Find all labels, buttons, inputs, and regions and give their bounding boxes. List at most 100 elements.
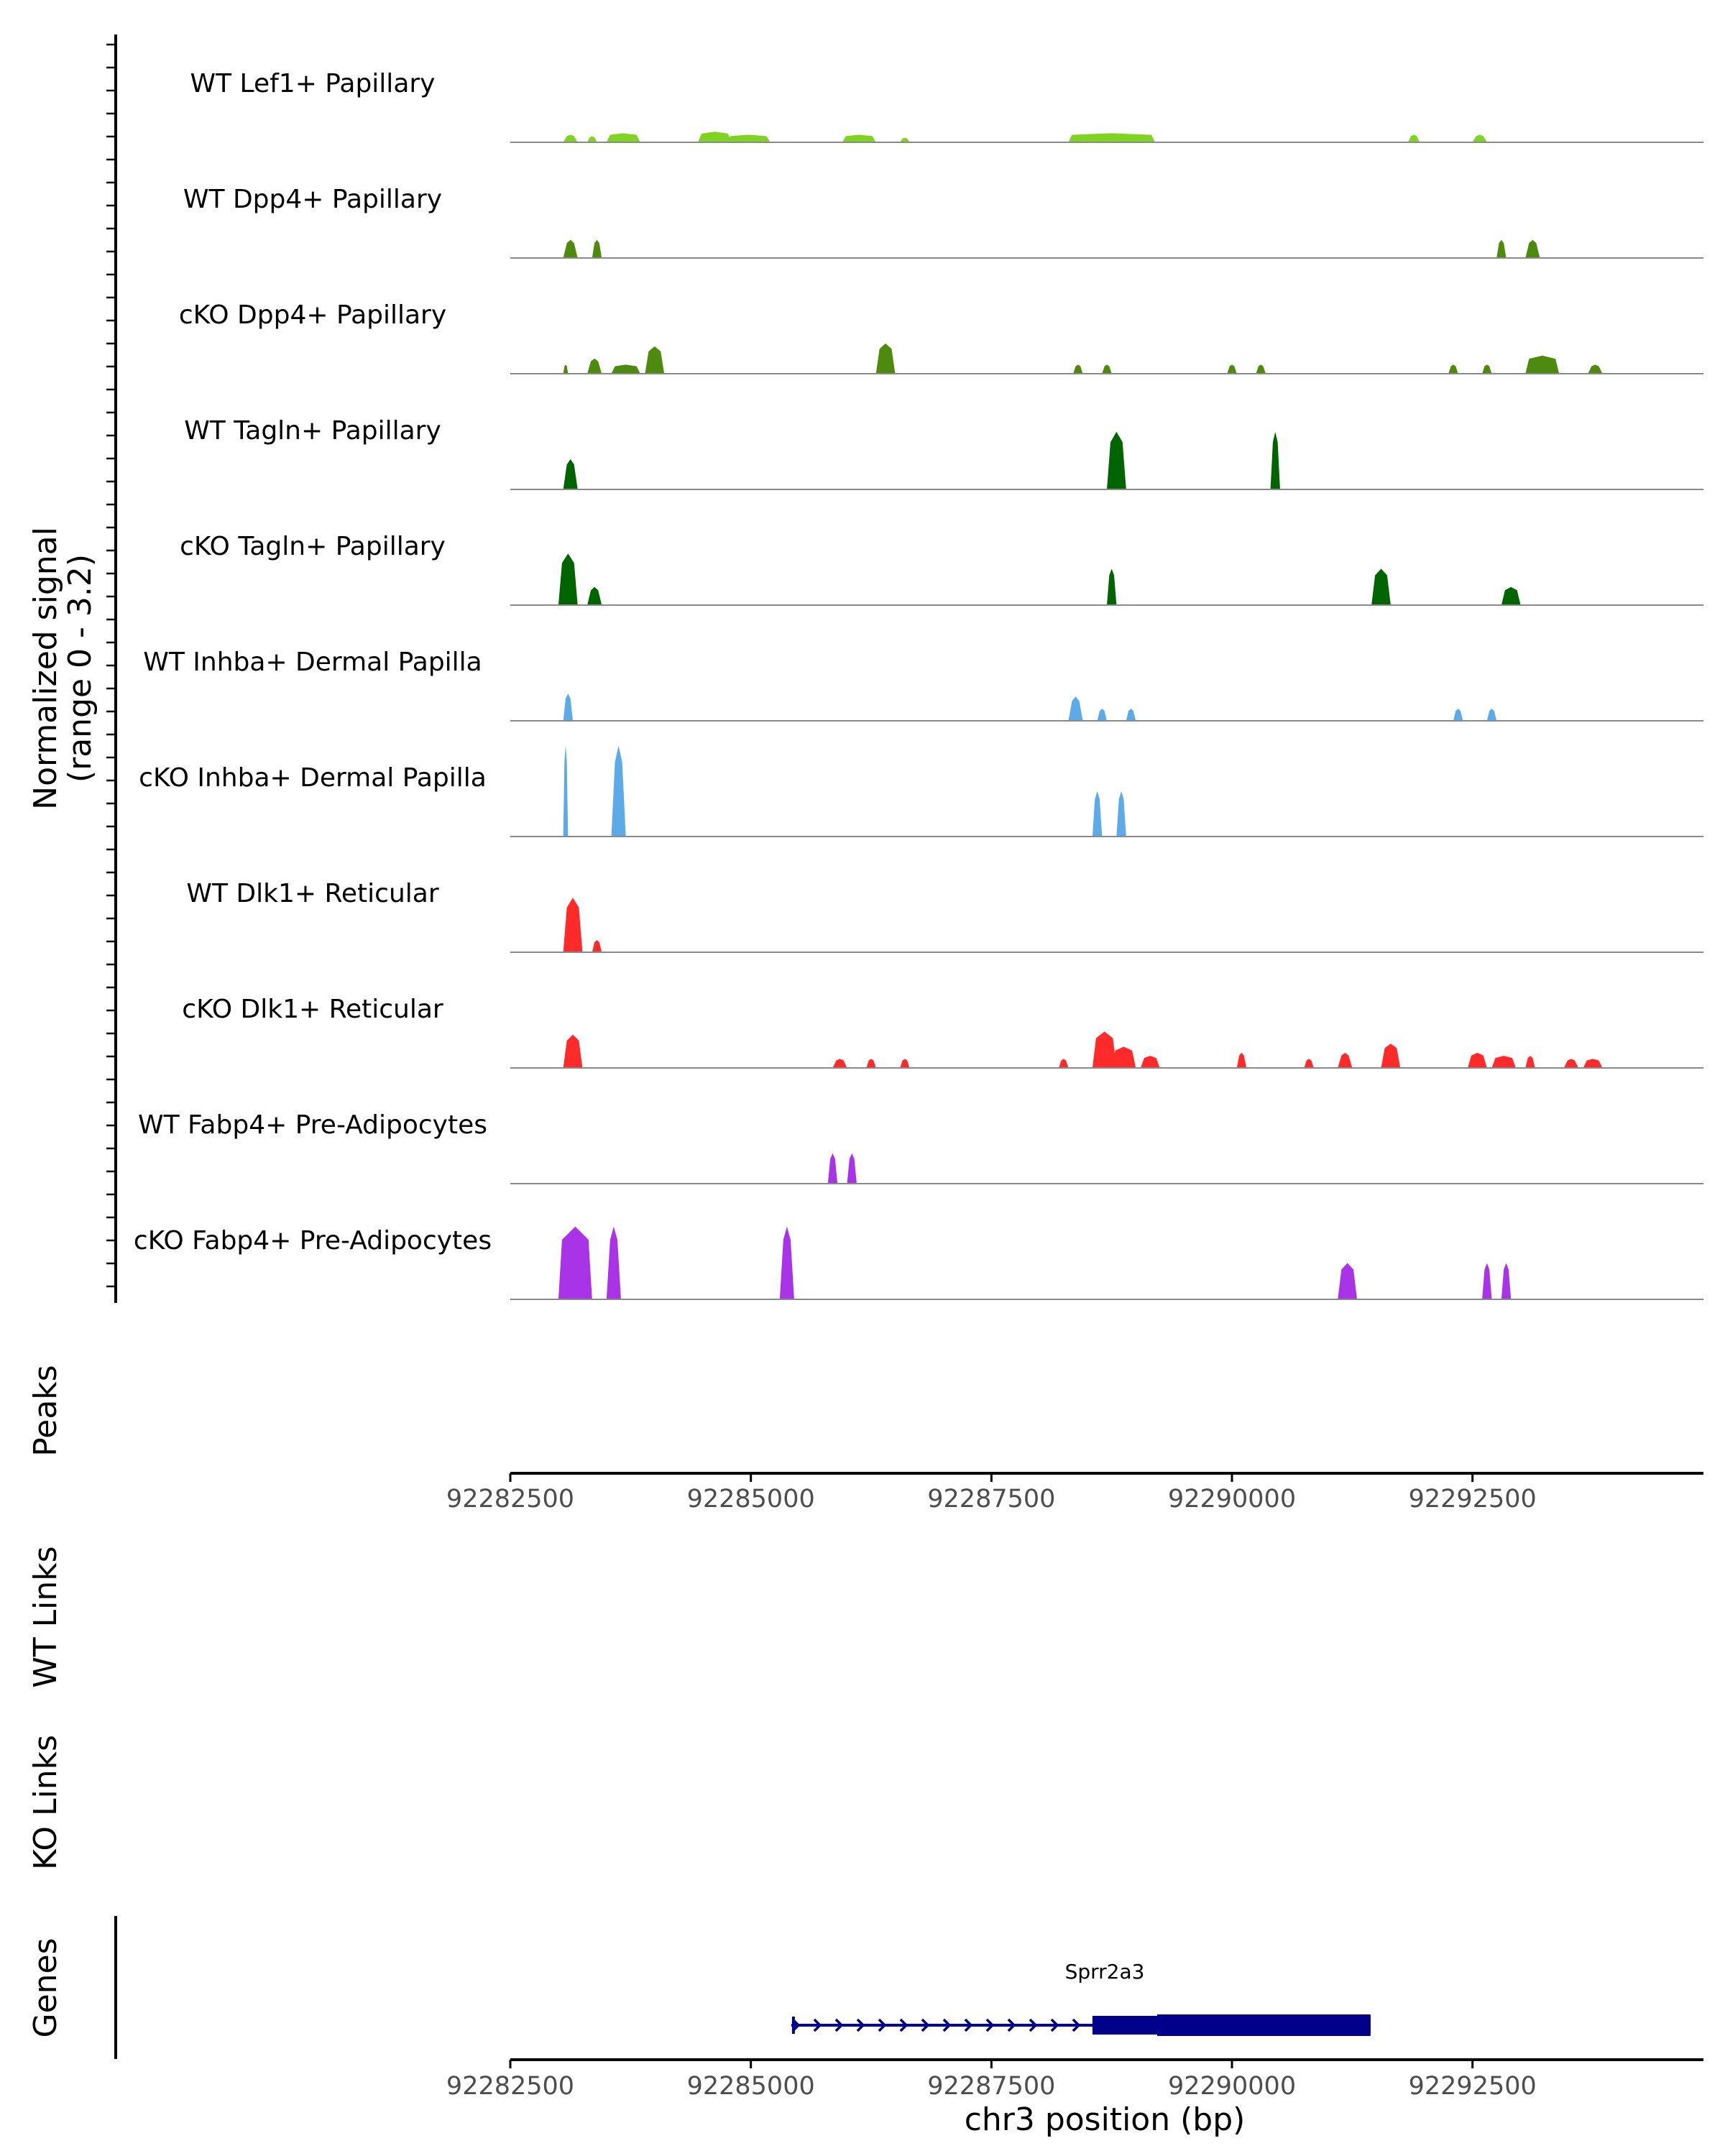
strand-arrow-icon — [921, 2018, 930, 2032]
signal-peak — [611, 745, 626, 837]
signal-peak — [1482, 364, 1492, 374]
track-label: cKO Tagln+ Papillary — [180, 532, 446, 561]
signal-peak — [563, 1034, 583, 1068]
x-axis-title: chr3 position (bp) — [965, 2101, 1246, 2138]
signal-peak — [1092, 791, 1103, 837]
track-label: cKO Fabp4+ Pre-Adipocytes — [134, 1226, 492, 1256]
track-7: cKO Inhba+ Dermal Papilla — [139, 745, 1703, 837]
signal-peak — [1486, 709, 1497, 721]
strand-arrow-icon — [964, 2018, 973, 2032]
signal-peak — [1491, 1056, 1516, 1068]
signal-peak — [1102, 364, 1112, 374]
strand-arrow-icon — [1072, 2018, 1081, 2032]
signal-peak — [1381, 1044, 1401, 1068]
genes-panel: Genes Sprr2a3 92282500 92285000 92287500 92… — [27, 1916, 1703, 2138]
track-8: WT Dlk1+ Reticular — [186, 879, 1703, 953]
coverage-y-ticks — [106, 43, 116, 1288]
signal-peak — [1270, 431, 1280, 489]
strand-arrow-icon — [1029, 2018, 1038, 2032]
track-5: cKO Tagln+ Papillary — [180, 532, 1703, 606]
signal-peak — [698, 132, 732, 142]
genes-label: Genes — [27, 1938, 64, 2037]
signal-peak — [563, 898, 583, 952]
strand-arrow-icon — [985, 2018, 995, 2032]
signal-peak — [558, 553, 578, 605]
signal-peak — [866, 1059, 876, 1068]
signal-peak — [563, 134, 578, 142]
signal-peak — [1525, 239, 1540, 258]
strand-arrow-icon — [791, 2018, 801, 2032]
signal-peak — [1371, 568, 1391, 605]
strand-arrow-icon — [856, 2018, 865, 2032]
track-label: cKO Inhba+ Dermal Papilla — [139, 763, 487, 793]
track-label: WT Dlk1+ Reticular — [186, 879, 438, 908]
strand-arrow-icon — [878, 2018, 887, 2032]
signal-peak — [1236, 1052, 1247, 1068]
signal-peak — [1097, 709, 1107, 721]
signal-peak — [1338, 1263, 1358, 1299]
strand-arrow-icon — [1007, 2018, 1016, 2032]
signal-peak — [1583, 1059, 1603, 1068]
signal-peak — [1525, 355, 1560, 374]
track-4: WT Tagln+ Papillary — [184, 416, 1703, 490]
signal-peak — [1588, 364, 1603, 374]
x-axis-ticks-bottom: 92282500 92285000 92287500 92290000 92292500 — [446, 2060, 1537, 2101]
signal-peak — [875, 343, 896, 374]
signal-peak — [1126, 709, 1136, 721]
signal-peak — [1525, 1056, 1535, 1068]
y-axis-title-line2: (range 0 - 3.2) — [62, 554, 98, 783]
signal-peak — [1304, 1059, 1314, 1068]
links-panels: WT Links KO Links — [27, 1546, 64, 1870]
signal-peak — [1496, 239, 1506, 258]
coverage-tracks: WT Lef1+ Papillary WT Dpp4+ Papillary cKO … — [134, 69, 1703, 1300]
signal-peak — [1501, 586, 1521, 605]
signal-peak — [587, 586, 602, 605]
x-tick-label: 92282500 — [446, 2072, 574, 2101]
track-1: WT Lef1+ Papillary — [190, 69, 1703, 143]
signal-peak — [1111, 1046, 1136, 1068]
peaks-label: Peaks — [27, 1365, 64, 1456]
strand-arrow-icon — [813, 2018, 822, 2032]
coverage-panel: Normalized signal (range 0 - 3.2) WT Lef… — [27, 34, 1703, 1303]
strand-arrow-icon — [899, 2018, 908, 2032]
signal-peak — [832, 1059, 847, 1068]
strand-arrow-icon — [1050, 2018, 1059, 2032]
signal-peak — [1408, 134, 1420, 142]
track-10: WT Fabp4+ Pre-Adipocytes — [138, 1110, 1703, 1184]
signal-peak — [1116, 791, 1126, 837]
wt-links-label: WT Links — [27, 1546, 64, 1687]
signal-peak — [587, 358, 602, 374]
signal-peak — [1107, 431, 1126, 489]
signal-peak — [900, 1059, 910, 1068]
track-3: cKO Dpp4+ Papillary — [179, 300, 1703, 374]
signal-peak — [645, 346, 665, 374]
gene-name-label: Sprr2a3 — [1065, 1960, 1145, 1984]
signal-peak — [1140, 1056, 1160, 1068]
signal-peak — [592, 239, 602, 258]
signal-peak — [1563, 1059, 1578, 1068]
track-label: WT Tagln+ Papillary — [184, 416, 441, 446]
signal-peak — [827, 1153, 838, 1184]
track-label: WT Fabp4+ Pre-Adipocytes — [138, 1110, 487, 1140]
signal-peak — [606, 1226, 621, 1299]
signal-peak — [1073, 364, 1083, 374]
signal-peak — [606, 133, 640, 142]
track-label: WT Dpp4+ Papillary — [183, 185, 442, 214]
y-axis-title-line1: Normalized signal — [27, 527, 64, 810]
signal-peak — [592, 940, 602, 952]
x-tick-label: 92292500 — [1409, 2072, 1537, 2101]
signal-peak — [1338, 1052, 1353, 1068]
signal-peak — [1107, 568, 1117, 605]
signal-peak — [1468, 1052, 1487, 1068]
signal-peak — [563, 364, 569, 374]
ko-links-label: KO Links — [27, 1735, 64, 1870]
track-2: WT Dpp4+ Papillary — [183, 185, 1703, 259]
strand-arrow-icon — [942, 2018, 952, 2032]
x-tick-label: 92287500 — [927, 1485, 1055, 1514]
x-tick-label: 92285000 — [687, 1485, 815, 1514]
signal-peak — [1256, 364, 1266, 374]
signal-peak — [1092, 1031, 1117, 1068]
track-11: cKO Fabp4+ Pre-Adipocytes — [134, 1226, 1703, 1300]
signal-peak — [1448, 364, 1458, 374]
peaks-panel: Peaks 92282500 92285000 92287500 92290000 92… — [27, 1365, 1703, 1514]
